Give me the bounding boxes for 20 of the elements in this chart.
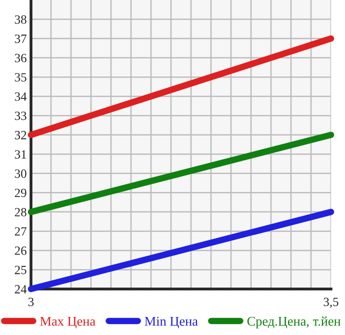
y-tick-label: 28 xyxy=(14,208,26,216)
y-tick-label: 37 xyxy=(14,34,26,43)
y-tick-label: 33 xyxy=(14,112,26,120)
y-tick-label: 24 xyxy=(14,285,27,294)
x-tick-label: 3 xyxy=(28,298,34,306)
y-tick-label: 32 xyxy=(14,130,26,140)
x-tick-label: 3,5 xyxy=(324,298,338,308)
legend-label: Сред.Цена, т.йен xyxy=(247,316,341,328)
y-tick-label: 38 xyxy=(14,15,26,24)
y-tick-label: 25 xyxy=(14,266,26,274)
y-tick-label: 35 xyxy=(14,73,26,82)
y-tick-label: 31 xyxy=(14,150,26,159)
legend-label: Max Цена xyxy=(40,316,96,328)
y-tick-label: 27 xyxy=(14,227,26,236)
y-tick-label: 36 xyxy=(14,54,26,62)
y-tick-label: 26 xyxy=(14,246,26,255)
y-tick-label: 30 xyxy=(14,169,26,178)
y-tick-label: 29 xyxy=(14,188,26,198)
y-tick-label: 34 xyxy=(14,92,27,101)
legend-label: Min Цена xyxy=(144,316,198,328)
